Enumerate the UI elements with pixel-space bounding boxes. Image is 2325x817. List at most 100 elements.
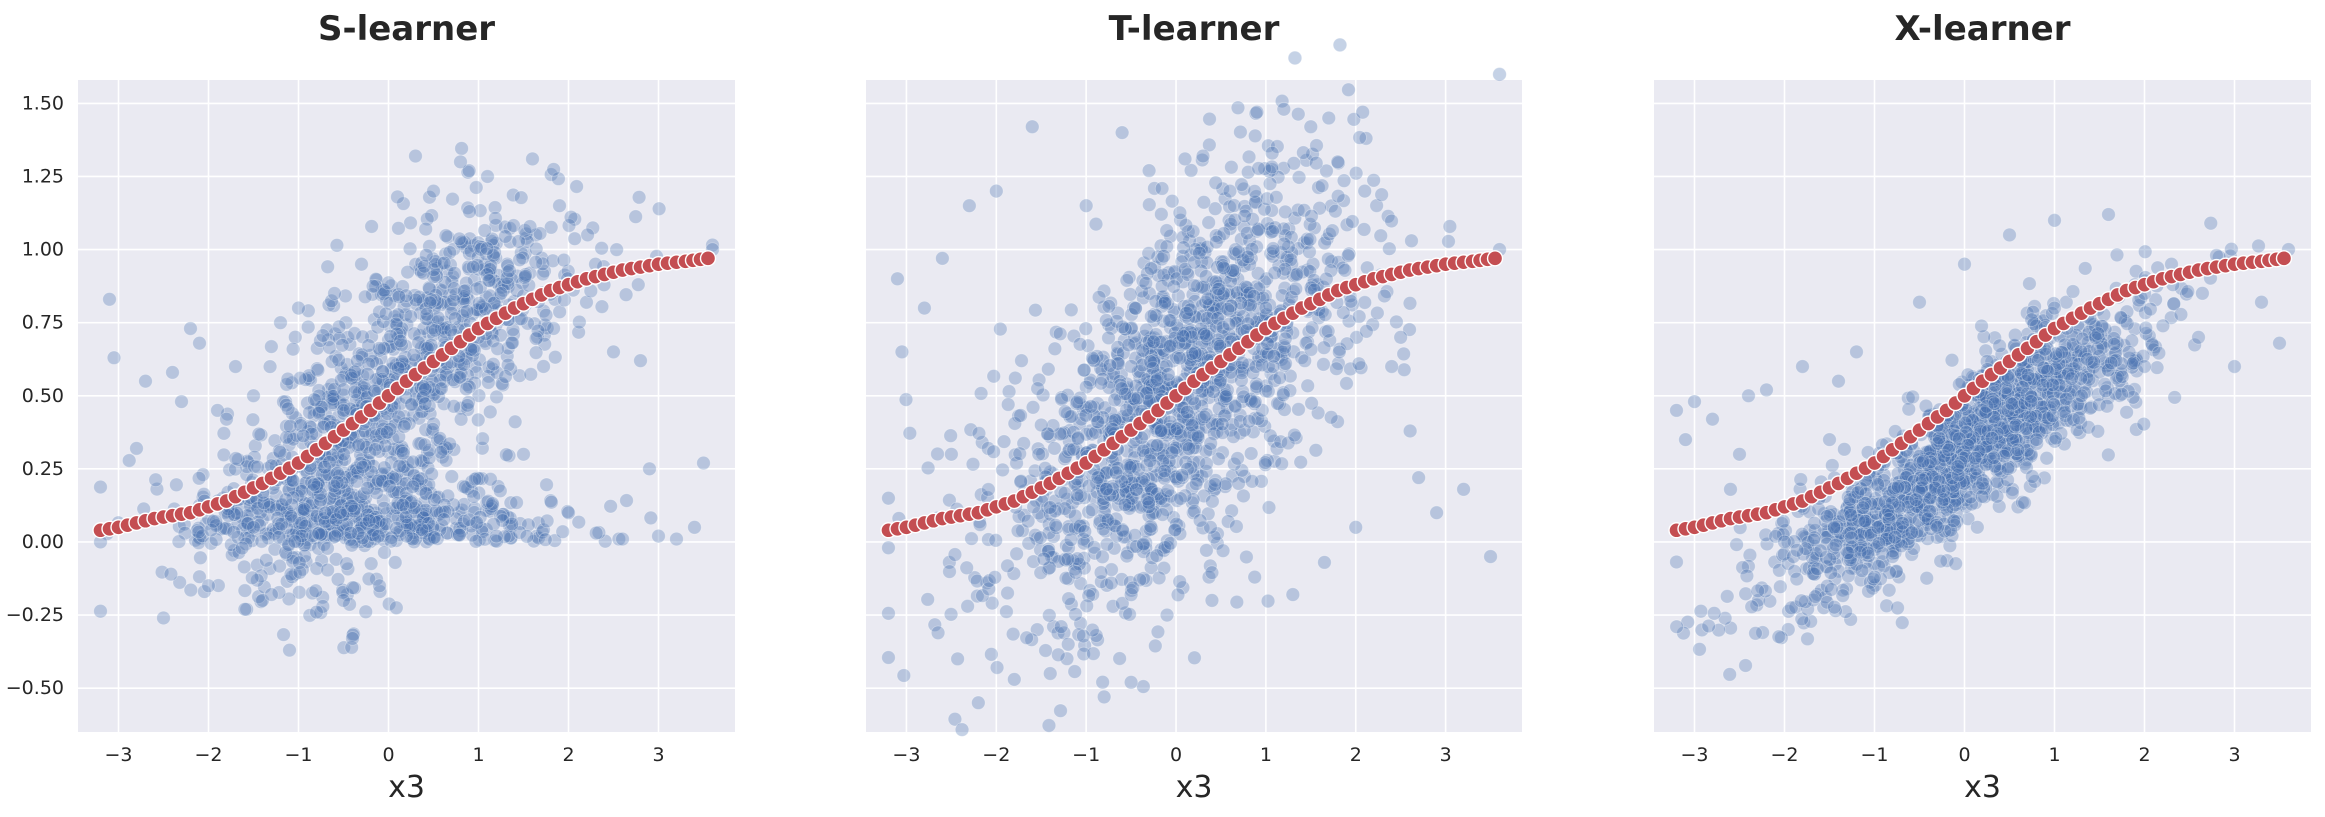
estimated-point bbox=[361, 474, 377, 490]
estimated-point bbox=[898, 392, 914, 407]
estimated-point bbox=[1069, 487, 1085, 503]
estimated-point bbox=[1142, 453, 1158, 468]
estimated-point bbox=[390, 525, 405, 540]
estimated-point bbox=[390, 331, 406, 346]
estimated-point bbox=[417, 437, 432, 452]
estimated-point bbox=[1289, 266, 1305, 282]
estimated-point bbox=[392, 357, 408, 372]
estimated-point bbox=[245, 412, 261, 427]
y-tick-label: 1.50 bbox=[22, 92, 64, 114]
estimated-point bbox=[303, 372, 318, 388]
estimated-point bbox=[230, 516, 246, 531]
estimated-point bbox=[374, 472, 389, 488]
estimated-point bbox=[371, 518, 387, 534]
estimated-point bbox=[392, 327, 408, 342]
estimated-point bbox=[363, 348, 378, 363]
estimated-point bbox=[487, 274, 502, 289]
estimated-point bbox=[263, 497, 278, 512]
estimated-point bbox=[331, 352, 346, 368]
estimated-point bbox=[460, 200, 475, 216]
estimated-point bbox=[445, 269, 460, 284]
estimated-point bbox=[483, 404, 498, 420]
estimated-point bbox=[1249, 104, 1265, 120]
estimated-point bbox=[1143, 354, 1158, 369]
estimated-point bbox=[1051, 647, 1066, 662]
estimated-point bbox=[1254, 357, 1270, 373]
estimated-point bbox=[336, 524, 351, 539]
estimated-point bbox=[379, 293, 394, 308]
estimated-point bbox=[391, 498, 407, 513]
estimated-point bbox=[384, 455, 399, 470]
estimated-point bbox=[283, 418, 298, 434]
estimated-point bbox=[403, 522, 418, 538]
estimated-point bbox=[460, 481, 475, 496]
estimated-point bbox=[307, 408, 322, 423]
estimated-point bbox=[479, 289, 494, 305]
estimated-point bbox=[1339, 376, 1354, 391]
estimated-point bbox=[383, 339, 398, 355]
estimated-point bbox=[192, 530, 207, 545]
panel-title: S-learner bbox=[318, 9, 495, 49]
estimated-point bbox=[285, 341, 301, 357]
estimated-point bbox=[339, 357, 355, 372]
estimated-point bbox=[191, 524, 206, 540]
estimated-point bbox=[326, 510, 342, 526]
estimated-point bbox=[493, 286, 509, 301]
estimated-point bbox=[363, 556, 379, 571]
estimated-point bbox=[417, 396, 433, 411]
estimated-point bbox=[986, 444, 1001, 459]
estimated-point bbox=[1028, 302, 1043, 318]
estimated-point bbox=[368, 279, 383, 294]
estimated-point bbox=[1173, 491, 1188, 506]
estimated-point bbox=[1019, 630, 1034, 645]
estimated-point bbox=[1738, 658, 1753, 673]
estimated-point bbox=[1722, 667, 1737, 682]
estimated-point bbox=[1054, 392, 1069, 407]
estimated-point bbox=[174, 394, 189, 409]
estimated-point bbox=[995, 462, 1010, 478]
estimated-point bbox=[354, 519, 370, 534]
estimated-point bbox=[321, 494, 337, 510]
estimated-point bbox=[1366, 173, 1381, 188]
y-tick-label: 0.00 bbox=[22, 531, 64, 553]
estimated-point bbox=[298, 475, 313, 491]
estimated-point bbox=[361, 338, 376, 353]
estimated-point bbox=[416, 510, 431, 525]
estimated-point bbox=[339, 480, 354, 496]
estimated-point bbox=[436, 255, 452, 271]
estimated-point bbox=[1748, 626, 1763, 641]
estimated-point bbox=[1706, 606, 1722, 621]
estimated-point bbox=[383, 403, 399, 418]
estimated-point bbox=[539, 513, 555, 529]
estimated-point bbox=[1048, 518, 1063, 533]
estimated-point bbox=[651, 528, 666, 544]
estimated-point bbox=[1308, 155, 1324, 171]
estimated-point bbox=[1905, 389, 1920, 405]
estimated-point bbox=[354, 350, 370, 365]
estimated-point bbox=[284, 375, 300, 391]
y-tick-label: 0.25 bbox=[22, 458, 64, 480]
estimated-point bbox=[530, 329, 545, 345]
estimated-point bbox=[391, 441, 406, 456]
estimated-point bbox=[1141, 495, 1156, 510]
estimated-point bbox=[424, 425, 440, 440]
estimated-point bbox=[336, 406, 351, 421]
estimated-point bbox=[280, 401, 296, 416]
estimated-point bbox=[330, 520, 346, 536]
estimated-point bbox=[357, 289, 373, 305]
estimated-point bbox=[342, 467, 358, 483]
estimated-point bbox=[438, 294, 454, 309]
estimated-point bbox=[247, 449, 262, 465]
estimated-point bbox=[920, 460, 936, 476]
estimated-point bbox=[1239, 549, 1254, 565]
estimated-point bbox=[405, 479, 420, 494]
estimated-point bbox=[361, 455, 376, 470]
estimated-point bbox=[2180, 284, 2196, 299]
estimated-point bbox=[436, 374, 451, 389]
estimated-point bbox=[1908, 492, 1924, 507]
estimated-point bbox=[514, 245, 529, 260]
estimated-point bbox=[288, 566, 303, 582]
estimated-point bbox=[1119, 273, 1135, 288]
estimated-point bbox=[471, 261, 486, 277]
estimated-point bbox=[387, 401, 402, 416]
